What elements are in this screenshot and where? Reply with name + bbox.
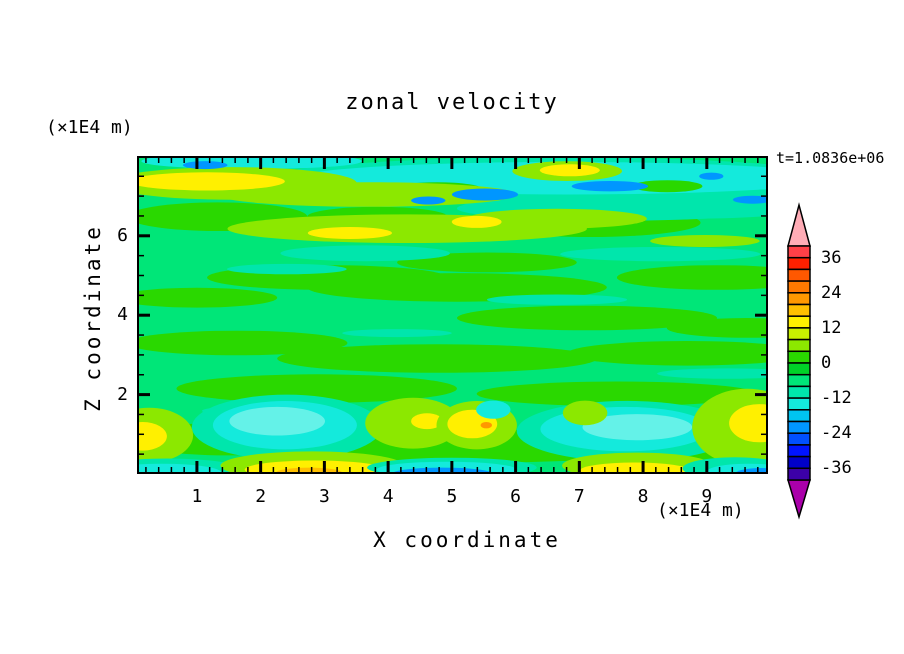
contour-field — [137, 156, 768, 474]
plot-frame — [137, 156, 768, 474]
contour-region — [476, 400, 511, 419]
colorbar-segment — [787, 455, 811, 470]
colorbar-segment — [787, 362, 811, 376]
x-tick-label: 5 — [446, 486, 458, 507]
z-tick-label: 2 — [117, 383, 128, 405]
contour-region — [342, 329, 452, 338]
contour-region — [616, 265, 768, 290]
colorbar-segment — [787, 432, 811, 446]
contour-region — [467, 208, 647, 229]
contour-region — [229, 406, 325, 436]
contour-region — [280, 245, 450, 262]
contour-region — [176, 374, 457, 403]
x-tick-label: 8 — [637, 486, 649, 507]
contour-region — [226, 263, 347, 275]
contour-region — [307, 273, 607, 302]
colorbar-tick-label: 0 — [821, 353, 832, 373]
colorbar-segment — [787, 420, 811, 434]
z-tick-label: 4 — [117, 304, 128, 326]
x-tick-label: 4 — [382, 486, 394, 507]
colorbar-segment — [787, 444, 811, 458]
colorbar-tick-label: -12 — [821, 388, 852, 409]
colorbar-tick-label: 24 — [821, 282, 842, 303]
colorbar-segment — [787, 385, 811, 399]
colorbar-segment — [787, 338, 811, 353]
colorbar-segment — [787, 373, 811, 388]
colorbar-segment — [787, 409, 811, 423]
contour-region — [137, 422, 167, 451]
colorbar-segment — [787, 327, 811, 341]
contour-region — [486, 294, 628, 305]
contour-region — [657, 368, 768, 379]
contour-region — [560, 247, 761, 262]
z-tick-label: 6 — [117, 224, 128, 246]
time-annotation: t=1.0836e+06 — [776, 149, 885, 167]
contour-region — [411, 413, 443, 430]
colorbar-tick-label: -24 — [821, 423, 852, 444]
contour-region — [650, 235, 760, 247]
plot-title: zonal velocity — [345, 90, 559, 115]
colorbar-tick-label: 12 — [821, 317, 842, 338]
contour-region — [580, 462, 690, 474]
colorbar-tick-label: -36 — [821, 458, 852, 479]
contour-region — [562, 400, 608, 426]
contour-region — [451, 215, 502, 228]
contour-region — [582, 414, 693, 441]
x-axis-title: X coordinate — [373, 528, 561, 552]
contour-region — [699, 172, 724, 180]
contour-region — [539, 164, 600, 177]
colorbar-segment — [787, 256, 811, 271]
contour-region — [457, 305, 717, 331]
x-tick-label: 7 — [573, 486, 585, 507]
contour-region — [137, 330, 348, 356]
colorbar-segment — [787, 315, 811, 329]
contour-region — [571, 181, 649, 192]
x-tick-label: 3 — [318, 486, 330, 507]
colorbar-segment — [787, 467, 811, 481]
contour-region — [137, 287, 278, 308]
contour-region — [729, 404, 768, 443]
contour-plot-area — [137, 156, 768, 474]
colorbar-segment — [787, 303, 811, 317]
contour-region — [182, 161, 228, 170]
contour-region — [277, 344, 598, 373]
colorbar-arrow-top — [787, 202, 811, 247]
colorbar-arrow-bottom — [786, 479, 812, 520]
colorbar-segment — [787, 350, 811, 364]
colorbar-segment — [787, 245, 811, 259]
colorbar-segment — [787, 397, 811, 411]
x-tick-label: 2 — [255, 486, 267, 507]
x-tick-label: 1 — [191, 486, 203, 507]
colorbar-segment — [787, 280, 811, 294]
contour-region — [476, 381, 758, 407]
contour-region — [567, 341, 768, 366]
x-axis-unit-label: (×1E4 m) — [657, 500, 744, 521]
x-tick-label: 9 — [701, 486, 713, 507]
contour-region — [632, 180, 703, 193]
contour-region — [451, 188, 519, 201]
contour-region — [307, 227, 392, 239]
colorbar-tick-label: 36 — [821, 247, 842, 268]
colorbar-segment — [787, 292, 811, 306]
contour-region — [137, 172, 285, 191]
colorbar — [786, 202, 812, 520]
contour-region — [480, 422, 492, 429]
x-tick-label: 6 — [510, 486, 522, 507]
contour-region — [666, 318, 768, 338]
contour-region — [397, 252, 577, 273]
contour-region — [732, 195, 768, 204]
z-axis-unit-label: (×1E4 m) — [46, 117, 133, 138]
colorbar-segment — [787, 268, 811, 282]
contour-region — [411, 196, 446, 205]
